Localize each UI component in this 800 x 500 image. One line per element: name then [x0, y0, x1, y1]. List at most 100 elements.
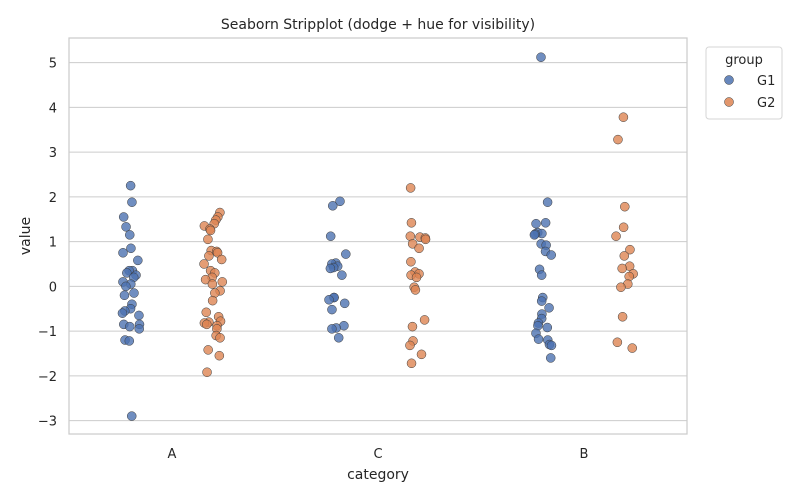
data-point-g1-a — [125, 180, 136, 191]
y-gridlines — [69, 62, 687, 422]
data-point-g2-b — [625, 244, 635, 255]
data-point-g2-b — [627, 343, 638, 353]
x-axis-label: category — [347, 467, 409, 483]
legend: group G1 G2 — [705, 46, 783, 120]
plot-area — [69, 38, 687, 434]
data-point-g1-b — [546, 340, 557, 351]
data-point-g1-c — [325, 231, 336, 241]
y-tick-label: 4 — [49, 101, 57, 116]
data-point-g2-a — [205, 225, 216, 236]
data-point-g1-c — [339, 298, 350, 309]
y-tick-label: 3 — [49, 146, 57, 161]
data-point-g2-c — [411, 272, 422, 283]
y-tick-label: 0 — [49, 280, 57, 295]
data-point-g1-b — [546, 250, 556, 260]
y-tick-label: 5 — [49, 57, 57, 72]
x-tick-label: A — [168, 447, 177, 462]
data-point-g1-b — [529, 230, 540, 240]
legend-label-g1: G1 — [757, 74, 775, 89]
data-point-g2-a — [204, 251, 214, 261]
chart-title: Seaborn Stripplot (dodge + hue for visib… — [221, 17, 535, 33]
data-point-g2-a — [200, 274, 211, 285]
data-point-g2-a — [215, 333, 225, 343]
data-point-g1-c — [333, 333, 344, 343]
data-point-g2-a — [202, 319, 212, 330]
data-point-g2-b — [616, 282, 626, 292]
data-point-g1-c — [327, 304, 337, 315]
data-point-g2-a — [214, 350, 225, 361]
y-tick-label: 2 — [49, 191, 57, 206]
data-point-g2-b — [612, 337, 623, 348]
data-point-g1-a — [122, 268, 132, 278]
data-point-g2-b — [618, 222, 629, 233]
plot-frame — [68, 37, 688, 435]
data-point-g2-c — [419, 315, 430, 325]
x-tick-label: B — [580, 447, 589, 462]
data-point-g2-a — [203, 234, 213, 245]
legend-marker-g2 — [724, 97, 734, 107]
data-point-g1-b — [542, 322, 553, 333]
data-point-g2-a — [202, 367, 212, 378]
data-point-g2-c — [410, 285, 421, 295]
data-point-g1-a — [121, 281, 131, 292]
data-point-g1-a — [118, 212, 129, 222]
data-point-g1-a — [124, 230, 135, 240]
x-tick-label: C — [373, 447, 382, 462]
data-point-g1-b — [536, 270, 547, 280]
y-tick-label: −3 — [38, 415, 57, 430]
data-point-g1-c — [327, 201, 338, 211]
data-point-g2-c — [406, 256, 416, 267]
data-point-g2-b — [617, 312, 628, 322]
data-point-g1-a — [126, 243, 136, 254]
y-tick-labels: −3 −2 −1 0 1 2 3 4 5 — [38, 57, 57, 430]
data-point-g1-b — [542, 197, 553, 207]
data-point-g1-a — [129, 288, 139, 298]
data-point-g1-c — [337, 270, 347, 280]
data-point-g1-a — [118, 248, 128, 258]
data-point-g2-c — [406, 358, 417, 369]
data-point-g1-b — [540, 218, 551, 228]
y-axis-label: value — [18, 217, 34, 255]
data-point-g2-c — [406, 218, 417, 228]
data-point-g1-a — [126, 411, 137, 421]
legend-marker-g1 — [724, 75, 734, 85]
data-point-g2-c — [416, 349, 427, 360]
data-point-g1-b — [544, 303, 554, 313]
data-point-g1-a — [121, 222, 131, 232]
data-point-g1-b — [545, 353, 556, 363]
data-point-g2-c — [414, 243, 424, 254]
data-point-g2-c — [405, 183, 416, 193]
data-point-g2-b — [619, 251, 630, 261]
data-point-g2-c — [405, 340, 415, 351]
data-point-g1-a — [127, 197, 137, 207]
data-points — [117, 52, 638, 421]
data-point-g2-a — [207, 295, 218, 306]
data-point-g2-c — [407, 321, 418, 332]
data-point-g1-c — [335, 196, 345, 207]
data-point-g1-b — [536, 296, 547, 306]
data-point-g1-b — [536, 52, 546, 62]
data-point-g1-c — [341, 249, 351, 259]
data-point-g2-b — [618, 112, 629, 122]
data-point-g2-a — [203, 345, 213, 355]
data-point-g1-c — [327, 324, 337, 334]
data-point-g2-b — [611, 231, 621, 241]
data-point-g1-a — [134, 324, 144, 334]
data-point-g1-c — [324, 295, 334, 305]
data-point-g1-a — [134, 310, 144, 321]
legend-label-g2: G2 — [757, 96, 775, 111]
y-tick-label: −2 — [38, 370, 57, 385]
legend-title: group — [725, 53, 763, 68]
data-point-g2-c — [407, 239, 418, 249]
data-point-g2-b — [613, 134, 623, 145]
data-point-g2-a — [199, 259, 209, 269]
data-point-g1-a — [119, 290, 130, 301]
data-point-g1-a — [133, 255, 143, 266]
data-point-g1-a — [117, 308, 128, 318]
data-point-g1-b — [533, 334, 544, 344]
data-point-g1-b — [531, 218, 541, 229]
data-point-g2-b — [620, 201, 630, 212]
data-point-g2-a — [201, 307, 211, 318]
